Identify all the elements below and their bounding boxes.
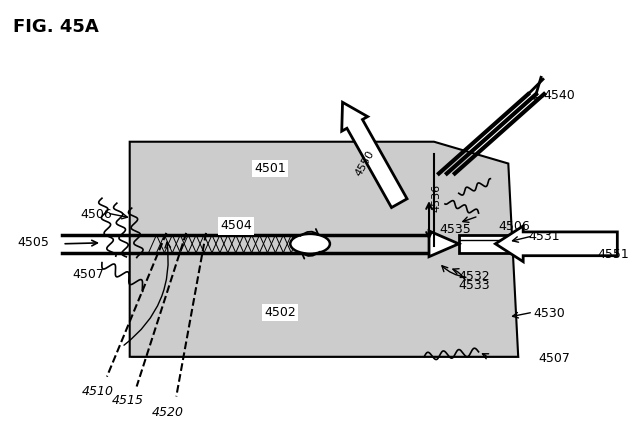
Polygon shape (132, 246, 518, 357)
Text: 4515: 4515 (112, 395, 144, 408)
Text: 4535: 4535 (439, 223, 470, 236)
FancyArrow shape (342, 102, 407, 208)
Bar (459, 235, 588, 253)
Text: 4506: 4506 (499, 220, 530, 233)
Text: 4532: 4532 (459, 270, 490, 283)
Polygon shape (130, 142, 518, 357)
FancyArrow shape (495, 226, 618, 262)
Text: 4507: 4507 (538, 352, 570, 365)
Text: 4550: 4550 (353, 149, 376, 178)
Polygon shape (132, 144, 499, 243)
Text: FIG. 45A: FIG. 45A (13, 18, 99, 36)
Text: 4504: 4504 (220, 219, 252, 233)
Text: 4520: 4520 (152, 406, 184, 419)
Text: 4501: 4501 (255, 162, 286, 175)
Text: 4530: 4530 (533, 307, 565, 320)
Text: 4533: 4533 (459, 279, 490, 292)
Text: 4502: 4502 (264, 306, 296, 319)
Text: 4505: 4505 (18, 236, 49, 249)
Text: 4506: 4506 (80, 208, 112, 221)
Text: 4536: 4536 (431, 184, 441, 212)
Text: 4507: 4507 (72, 268, 104, 281)
Text: 4531: 4531 (528, 230, 560, 243)
Polygon shape (429, 231, 459, 257)
Text: 4510: 4510 (82, 384, 114, 398)
Text: 4551: 4551 (598, 248, 629, 261)
Text: 4540: 4540 (543, 89, 575, 102)
Ellipse shape (291, 234, 330, 254)
